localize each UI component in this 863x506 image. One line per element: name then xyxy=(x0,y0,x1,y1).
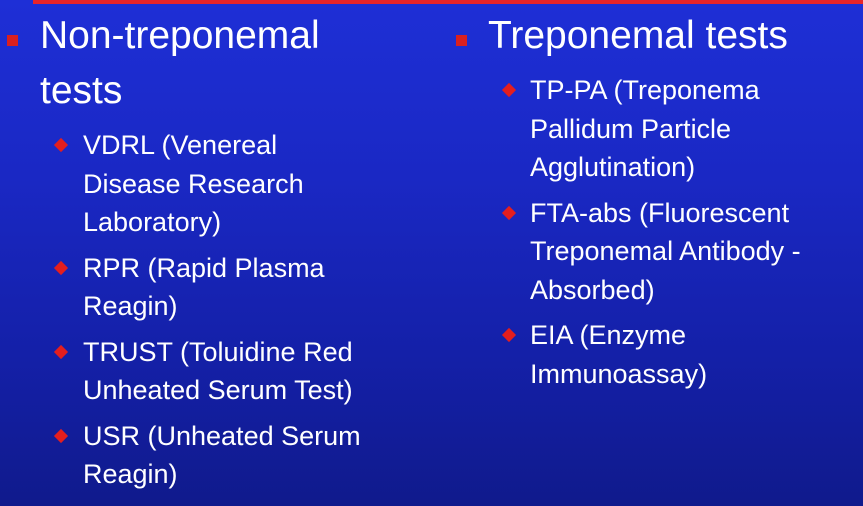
list-item-trust: TRUST (Toluidine Red Unheated Serum Test… xyxy=(0,333,440,410)
diamond-bullet-icon xyxy=(53,260,69,275)
square-bullet-icon xyxy=(456,35,467,46)
diamond-bullet-icon xyxy=(501,205,517,220)
diamond-bullet-icon xyxy=(53,137,69,153)
non-treponemal-list: VDRL (Venereal Disease Research Laborato… xyxy=(0,126,440,494)
left-column: Non-treponemal tests VDRL (Venereal Dise… xyxy=(0,8,440,501)
diamond-bullet-icon xyxy=(53,344,69,359)
list-item-usr: USR (Unheated Serum Reagin) xyxy=(0,417,440,494)
square-bullet-icon xyxy=(7,35,18,46)
heading-non-treponemal: Non-treponemal tests xyxy=(0,8,440,118)
list-item-vdrl: VDRL (Venereal Disease Research Laborato… xyxy=(0,126,440,242)
list-item-rpr: RPR (Rapid Plasma Reagin) xyxy=(0,249,440,326)
diamond-bullet-icon xyxy=(53,428,69,443)
title-underline-rule xyxy=(33,0,863,4)
diamond-bullet-icon xyxy=(501,82,517,98)
treponemal-list: TP-PA (Treponema Pallidum Particle Agglu… xyxy=(448,71,863,393)
list-item-tp-pa: TP-PA (Treponema Pallidum Particle Agglu… xyxy=(448,71,863,187)
right-column: Treponemal tests TP-PA (Treponema Pallid… xyxy=(448,8,863,400)
list-item-eia: EIA (Enzyme Immunoassay) xyxy=(448,316,863,393)
diamond-bullet-icon xyxy=(501,327,517,343)
list-item-fta-abs: FTA-abs (Fluorescent Treponemal Antibody… xyxy=(448,194,863,310)
heading-treponemal: Treponemal tests xyxy=(448,8,863,63)
